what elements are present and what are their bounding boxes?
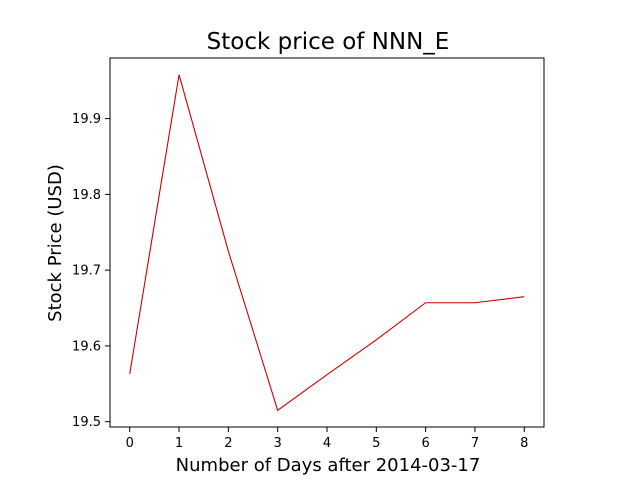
chart-title: Stock price of NNN_E <box>207 29 450 55</box>
x-tick-label: 1 <box>175 436 183 451</box>
y-tick-label: 19.5 <box>72 415 101 430</box>
x-tick-label: 2 <box>224 436 232 451</box>
y-tick-label: 19.7 <box>72 264 101 279</box>
x-axis: 0 1 2 3 4 5 6 7 8 <box>126 427 528 451</box>
x-tick-label: 3 <box>274 436 282 451</box>
x-tick-label: 8 <box>520 436 528 451</box>
x-tick-label: 0 <box>126 436 134 451</box>
x-tick-label: 4 <box>323 436 331 451</box>
y-tick-label: 19.8 <box>72 188 101 203</box>
y-tick-label: 19.9 <box>72 112 101 127</box>
y-axis: 19.5 19.6 19.7 19.8 19.9 <box>72 112 110 430</box>
series-layer <box>129 74 525 412</box>
x-axis-label: Number of Days after 2014-03-17 <box>176 455 481 476</box>
series-line-0 <box>129 74 525 412</box>
y-axis-label: Stock Price (USD) <box>45 164 66 322</box>
x-tick-label: 5 <box>372 436 380 451</box>
x-tick-label: 6 <box>421 436 429 451</box>
x-tick-label: 7 <box>471 436 479 451</box>
y-tick-label: 19.6 <box>72 339 101 354</box>
